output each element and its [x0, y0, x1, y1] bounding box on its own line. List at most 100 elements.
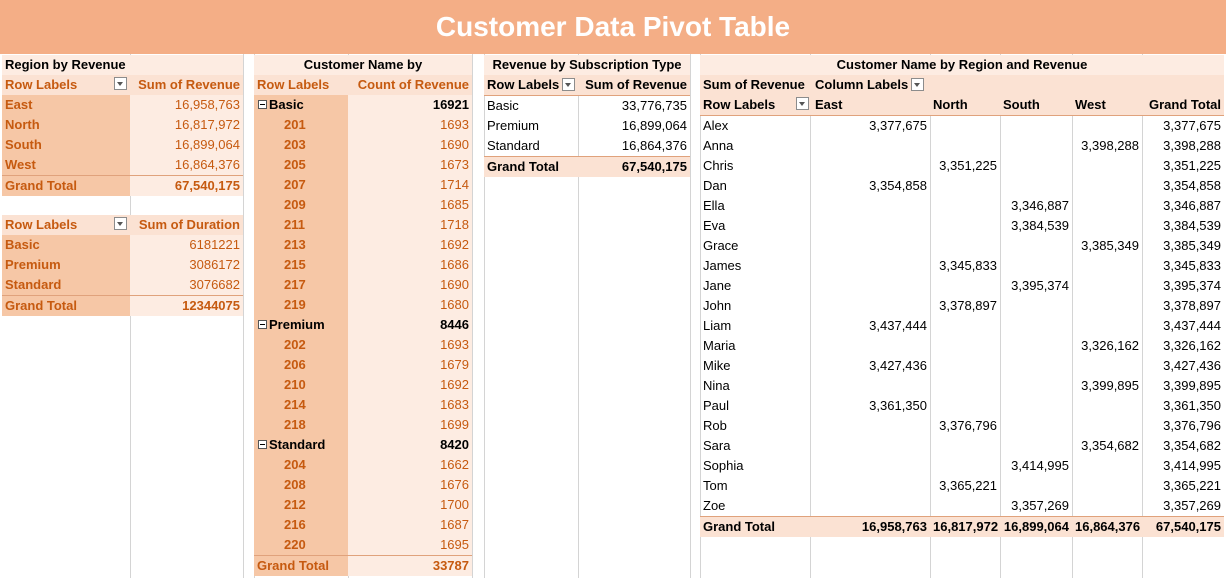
- matrix-value: [1072, 156, 1142, 176]
- group-label-cell[interactable]: Premium: [254, 315, 348, 335]
- matrix-value: 3,395,374: [1011, 278, 1069, 293]
- value-header: Count of Revenue: [348, 75, 472, 95]
- table-row[interactable]: Tom 3,365,221 3,365,221: [700, 476, 1224, 496]
- group-value: 8446: [348, 315, 472, 335]
- matrix-value: [812, 416, 930, 436]
- row-label: 201: [254, 115, 348, 135]
- table-row[interactable]: 211 1718: [254, 215, 472, 235]
- row-label: 207: [254, 175, 348, 195]
- table-row[interactable]: South 16,899,064: [2, 135, 243, 155]
- table-row[interactable]: Alex 3,377,675 3,377,675: [700, 116, 1224, 136]
- row-labels-header[interactable]: Row Labels: [700, 95, 812, 115]
- collapse-minus-icon[interactable]: [258, 440, 267, 450]
- grand-total-east: 16,958,763: [861, 519, 927, 534]
- customer-name: Jane: [703, 278, 732, 293]
- table-row[interactable]: Sophia 3,414,995 3,414,995: [700, 456, 1224, 476]
- group-row[interactable]: Standard 8420: [254, 435, 472, 455]
- row-labels-header[interactable]: Row Labels: [2, 75, 130, 95]
- matrix-value: [930, 236, 1000, 256]
- table-row[interactable]: Dan 3,354,858 3,354,858: [700, 176, 1224, 196]
- table-row[interactable]: 217 1690: [254, 275, 472, 295]
- group-row[interactable]: Basic 16921: [254, 95, 472, 115]
- row-value: 1692: [348, 375, 472, 395]
- table-row[interactable]: 215 1686: [254, 255, 472, 275]
- pivot-subscription[interactable]: Revenue by Subscription Type Row Labels …: [484, 55, 690, 177]
- table-row[interactable]: 220 1695: [254, 535, 472, 555]
- table-row[interactable]: Liam 3,437,444 3,437,444: [700, 316, 1224, 336]
- column-labels-header[interactable]: Column Labels: [812, 75, 1224, 95]
- row-labels-header[interactable]: Row Labels: [484, 75, 578, 95]
- filter-dropdown-icon[interactable]: [114, 77, 127, 90]
- matrix-value: 3,395,374: [1163, 278, 1221, 293]
- table-row[interactable]: Standard 16,864,376: [484, 136, 690, 156]
- table-row[interactable]: 214 1683: [254, 395, 472, 415]
- table-row[interactable]: 202 1693: [254, 335, 472, 355]
- table-row[interactable]: Maria 3,326,162 3,326,162: [700, 336, 1224, 356]
- pivot-region-revenue[interactable]: Region by Revenue Row Labels Sum of Reve…: [2, 55, 243, 196]
- table-row[interactable]: 212 1700: [254, 495, 472, 515]
- collapse-minus-icon[interactable]: [258, 100, 267, 110]
- table-row[interactable]: 218 1699: [254, 415, 472, 435]
- row-label: East: [2, 95, 130, 115]
- table-row[interactable]: Nina 3,399,895 3,399,895: [700, 376, 1224, 396]
- table-row[interactable]: Jane 3,395,374 3,395,374: [700, 276, 1224, 296]
- table-row[interactable]: Sara 3,354,682 3,354,682: [700, 436, 1224, 456]
- table-row[interactable]: Paul 3,361,350 3,361,350: [700, 396, 1224, 416]
- table-row[interactable]: 203 1690: [254, 135, 472, 155]
- table-row[interactable]: Eva 3,384,539 3,384,539: [700, 216, 1224, 236]
- group-label-cell[interactable]: Standard: [254, 435, 348, 455]
- row-value: 33,776,735: [621, 98, 687, 113]
- table-row[interactable]: 219 1680: [254, 295, 472, 315]
- pivot-customer-count[interactable]: Customer Name by Row Labels Count of Rev…: [254, 55, 472, 576]
- table-row[interactable]: 204 1662: [254, 455, 472, 475]
- table-row[interactable]: Rob 3,376,796 3,376,796: [700, 416, 1224, 436]
- table-row[interactable]: Zoe 3,357,269 3,357,269: [700, 496, 1224, 516]
- matrix-value: 3,346,887: [1011, 198, 1069, 213]
- filter-dropdown-icon[interactable]: [562, 78, 576, 92]
- table-row[interactable]: Anna 3,398,288 3,398,288: [700, 136, 1224, 156]
- table-row[interactable]: 207 1714: [254, 175, 472, 195]
- filter-dropdown-icon[interactable]: [796, 97, 809, 110]
- matrix-value: [812, 376, 930, 396]
- table-row[interactable]: Premium 3086172: [2, 255, 243, 275]
- table-row[interactable]: Basic 6181221: [2, 235, 243, 255]
- matrix-value: [1072, 416, 1142, 436]
- table-row[interactable]: Chris 3,351,225 3,351,225: [700, 156, 1224, 176]
- table-row[interactable]: 201 1693: [254, 115, 472, 135]
- filter-dropdown-icon[interactable]: [114, 217, 127, 230]
- matrix-value: [1000, 156, 1072, 176]
- table-row[interactable]: Grace 3,385,349 3,385,349: [700, 236, 1224, 256]
- matrix-value: [930, 356, 1000, 376]
- table-row[interactable]: 216 1687: [254, 515, 472, 535]
- table-row[interactable]: Basic 33,776,735: [484, 96, 690, 116]
- collapse-minus-icon[interactable]: [258, 320, 267, 330]
- table-row[interactable]: Premium 16,899,064: [484, 116, 690, 136]
- table-row[interactable]: 209 1685: [254, 195, 472, 215]
- table-row[interactable]: John 3,378,897 3,378,897: [700, 296, 1224, 316]
- matrix-value: 3,376,796: [1163, 418, 1221, 433]
- table-row[interactable]: 208 1676: [254, 475, 472, 495]
- table-row[interactable]: 210 1692: [254, 375, 472, 395]
- table-row[interactable]: Standard 3076682: [2, 275, 243, 295]
- row-labels-header[interactable]: Row Labels: [2, 215, 130, 235]
- pivot-duration[interactable]: Row Labels Sum of Duration Basic 6181221 P…: [2, 215, 243, 316]
- table-row[interactable]: West 16,864,376: [2, 155, 243, 175]
- table-row[interactable]: Ella 3,346,887 3,346,887: [700, 196, 1224, 216]
- value-header: Sum of Revenue: [130, 75, 243, 95]
- table-row[interactable]: 205 1673: [254, 155, 472, 175]
- title-banner[interactable]: Customer Data Pivot Table: [0, 0, 1226, 54]
- row-labels-header[interactable]: Row Labels: [254, 75, 348, 95]
- table-row[interactable]: Mike 3,427,436 3,427,436: [700, 356, 1224, 376]
- matrix-value: [812, 456, 930, 476]
- matrix-value: 3,357,269: [1163, 498, 1221, 513]
- table-row[interactable]: East 16,958,763: [2, 95, 243, 115]
- pivot-region-matrix[interactable]: Customer Name by Region and Revenue Sum …: [700, 55, 1224, 537]
- group-label-cell[interactable]: Basic: [254, 95, 348, 115]
- matrix-value: [1072, 116, 1142, 136]
- table-row[interactable]: North 16,817,972: [2, 115, 243, 135]
- table-row[interactable]: James 3,345,833 3,345,833: [700, 256, 1224, 276]
- group-row[interactable]: Premium 8446: [254, 315, 472, 335]
- table-row[interactable]: 213 1692: [254, 235, 472, 255]
- table-row[interactable]: 206 1679: [254, 355, 472, 375]
- filter-dropdown-icon[interactable]: [911, 78, 925, 92]
